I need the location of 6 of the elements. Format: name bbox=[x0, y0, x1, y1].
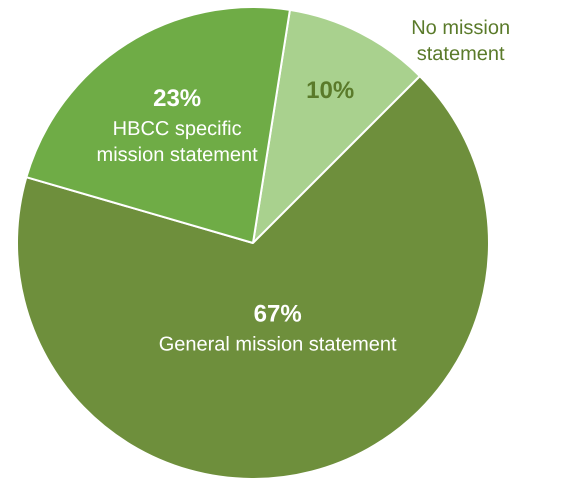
data-label: 67% bbox=[254, 300, 302, 328]
slice-label: General mission statement bbox=[158, 334, 398, 356]
data-label: 10% bbox=[306, 77, 354, 104]
slice-label: HBCC specific mission statement bbox=[96, 118, 258, 166]
data-label: 23% bbox=[153, 85, 202, 112]
slice-label: No mission statement bbox=[411, 16, 510, 65]
